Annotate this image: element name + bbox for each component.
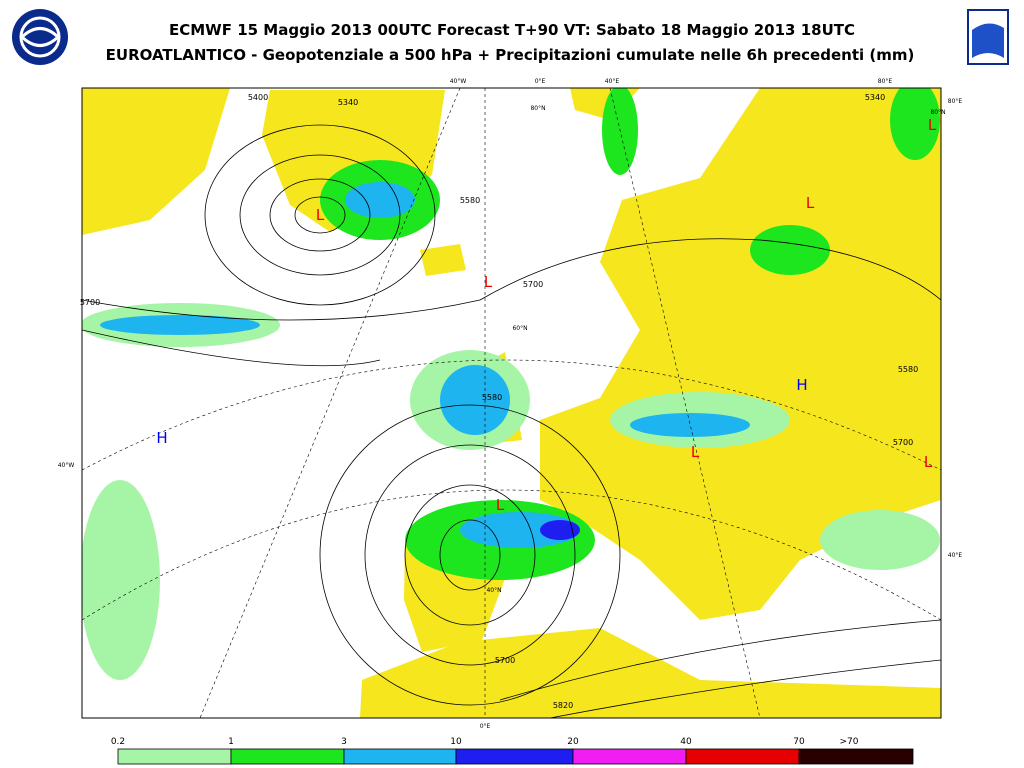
graticule <box>82 88 941 718</box>
pressure-center: L <box>806 194 815 212</box>
pressure-center: L <box>316 206 325 224</box>
graticule-label: 80°E <box>878 78 893 85</box>
legend-tick-label: 20 <box>567 737 579 747</box>
graticule-label: 80°N <box>530 105 545 112</box>
pressure-center: H <box>796 376 807 394</box>
title: ECMWF 15 Maggio 2013 00UTC Forecast T+90… <box>169 21 855 39</box>
contour-label: 5340 <box>865 93 885 102</box>
map-frame <box>81 87 942 719</box>
contour-label: 5700 <box>80 298 100 307</box>
legend-swatch <box>685 748 800 765</box>
graticule-label: 40°W <box>450 78 467 85</box>
legend-tick-label: 70 <box>793 737 805 747</box>
precipitation <box>82 88 940 680</box>
graticule-label: 80°N <box>930 109 945 116</box>
contour-label: 5700 <box>523 280 543 289</box>
pressure-center: L <box>484 273 493 291</box>
legend-swatch <box>572 748 687 765</box>
graticule-label: 40°W <box>58 462 75 469</box>
legend-swatch <box>343 748 457 765</box>
contour-label: 5820 <box>553 701 573 710</box>
subtitle: EUROATLANTICO - Geopotenziale a 500 hPa … <box>106 46 915 64</box>
contour-label: 5580 <box>460 196 480 205</box>
logo-left <box>12 9 68 65</box>
contour-label: 5400 <box>248 93 268 102</box>
graticule-label: 40°N <box>486 587 501 594</box>
pressure-center: L <box>496 496 505 514</box>
map <box>82 88 941 718</box>
contour-label: 5700 <box>893 438 913 447</box>
graticule-label: 0°E <box>535 78 546 85</box>
contour-label: 5340 <box>338 98 358 107</box>
pressure-center: L <box>928 116 937 134</box>
legend-tick-label: 1 <box>228 737 234 747</box>
graticule-label: 80°E <box>948 98 963 105</box>
legend-swatch <box>798 748 914 765</box>
graticule-label: 0°E <box>480 723 491 730</box>
legend: 0.2 1 3 10 20 40 70 >70 <box>111 737 914 765</box>
legend-tick-label: 3 <box>341 737 347 747</box>
contour-label: 5580 <box>482 393 502 402</box>
logo-right <box>967 9 1009 65</box>
legend-swatch <box>117 748 232 765</box>
legend-tick-label: 0.2 <box>111 737 125 747</box>
legend-tick-label: >70 <box>840 737 859 747</box>
graticule-label: 60°N <box>512 325 527 332</box>
graticule-label: 40°E <box>605 78 620 85</box>
contour-label: 5580 <box>898 365 918 374</box>
contours <box>82 124 941 718</box>
legend-tick-label: 40 <box>680 737 692 747</box>
legend-swatch <box>230 748 345 765</box>
legend-swatch <box>455 748 574 765</box>
pressure-center: L <box>924 453 933 471</box>
graticule-label: 40°E <box>948 552 963 559</box>
pressure-center: H <box>156 429 167 447</box>
legend-tick-label: 10 <box>450 737 462 747</box>
pressure-center: L <box>691 443 700 461</box>
contour-label: 5700 <box>495 656 515 665</box>
